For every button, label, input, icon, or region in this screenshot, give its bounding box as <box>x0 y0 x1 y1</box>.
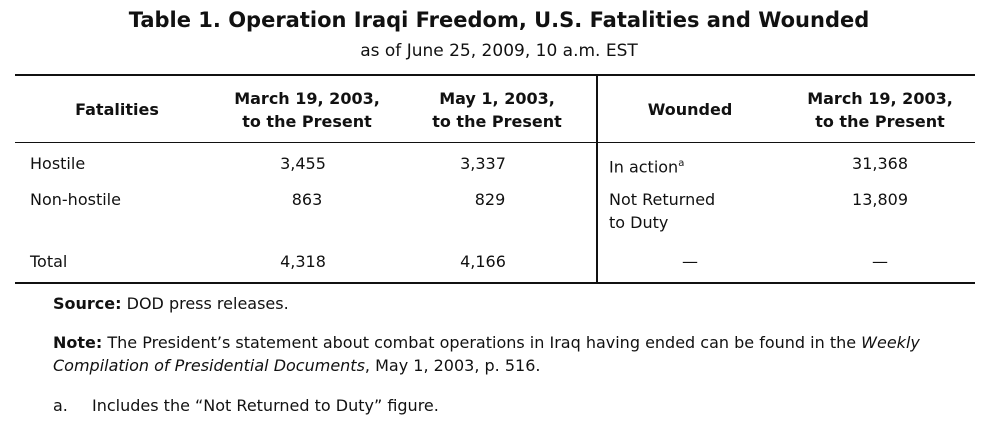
rule <box>15 282 975 284</box>
cell: Hostile <box>30 154 86 173</box>
note-label: Note: <box>53 333 103 352</box>
cell: 3,337 <box>460 154 506 173</box>
header-cell: to the Present <box>242 112 372 131</box>
cell: to Duty <box>609 213 669 232</box>
cell: Not Returned <box>609 190 716 209</box>
header-cell: to the Present <box>815 112 945 131</box>
cell: — <box>872 252 888 271</box>
header-cell: March 19, 2003, <box>234 89 380 108</box>
cell: 863 <box>291 190 323 209</box>
source: Source: DOD press releases. <box>53 293 289 315</box>
header-cell: to the Present <box>432 112 562 131</box>
cell: In actiona <box>609 153 684 178</box>
rule <box>15 74 975 76</box>
source-label: Source: <box>53 294 122 313</box>
table-subtitle: as of June 25, 2009, 10 a.m. EST <box>360 41 638 61</box>
column-divider <box>596 75 598 283</box>
cell: 829 <box>474 190 506 209</box>
header-cell: Fatalities <box>75 100 159 119</box>
header-cell: May 1, 2003, <box>439 89 555 108</box>
footnote-marker: a. <box>53 396 68 415</box>
source-text: DOD press releases. <box>126 294 289 313</box>
cell-text: In action <box>609 157 679 177</box>
header-cell: March 19, 2003, <box>807 89 953 108</box>
footnote-marker: a <box>678 158 685 169</box>
cell: 3,455 <box>280 154 326 173</box>
cell: 4,318 <box>280 252 326 271</box>
cell: Non-hostile <box>30 190 121 209</box>
footnote-text: Includes the “Not Returned to Duty” figu… <box>92 396 439 415</box>
cell: 4,166 <box>460 252 506 271</box>
cell: 13,809 <box>852 190 908 209</box>
note-italic: Weekly Compilation of Presidential Docum… <box>53 333 920 375</box>
table-title: Table 1. Operation Iraqi Freedom, U.S. F… <box>128 8 870 32</box>
rule <box>15 142 975 143</box>
note-text: , May 1, 2003, p. 516. <box>364 356 541 375</box>
note: Note: The President’s statement about co… <box>53 331 953 377</box>
header-cell: Wounded <box>647 100 733 119</box>
note-text: The President’s statement about combat o… <box>107 333 862 352</box>
cell: Total <box>30 252 68 271</box>
cell: 31,368 <box>852 154 908 173</box>
cell: — <box>682 252 698 271</box>
